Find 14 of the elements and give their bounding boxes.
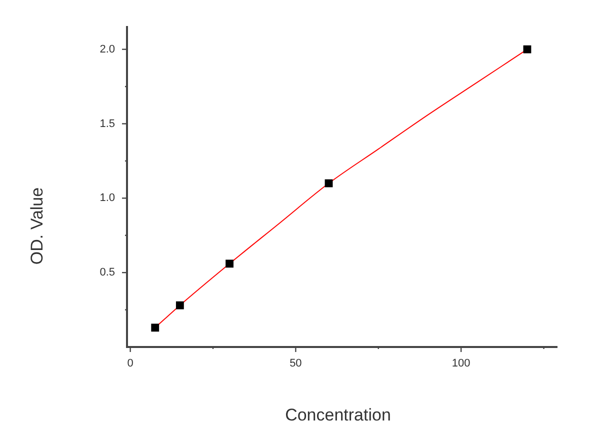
y-tick-label: 1.5: [100, 118, 115, 130]
x-tick-label: 0: [127, 358, 134, 370]
point: [226, 260, 234, 268]
y-tick-label: 0.5: [100, 266, 115, 279]
point: [324, 179, 333, 188]
x-tick-label: 50: [290, 358, 302, 370]
point: [151, 324, 160, 332]
x-tick-label: 100: [452, 358, 470, 370]
point: [176, 301, 184, 310]
y-tick-label: 1.0: [100, 192, 115, 204]
y-axis-title: OD. Value: [28, 187, 47, 265]
y-tick-label: 2.0: [100, 43, 115, 56]
x-axis-title: Concentration: [285, 406, 391, 425]
point: [523, 45, 532, 54]
